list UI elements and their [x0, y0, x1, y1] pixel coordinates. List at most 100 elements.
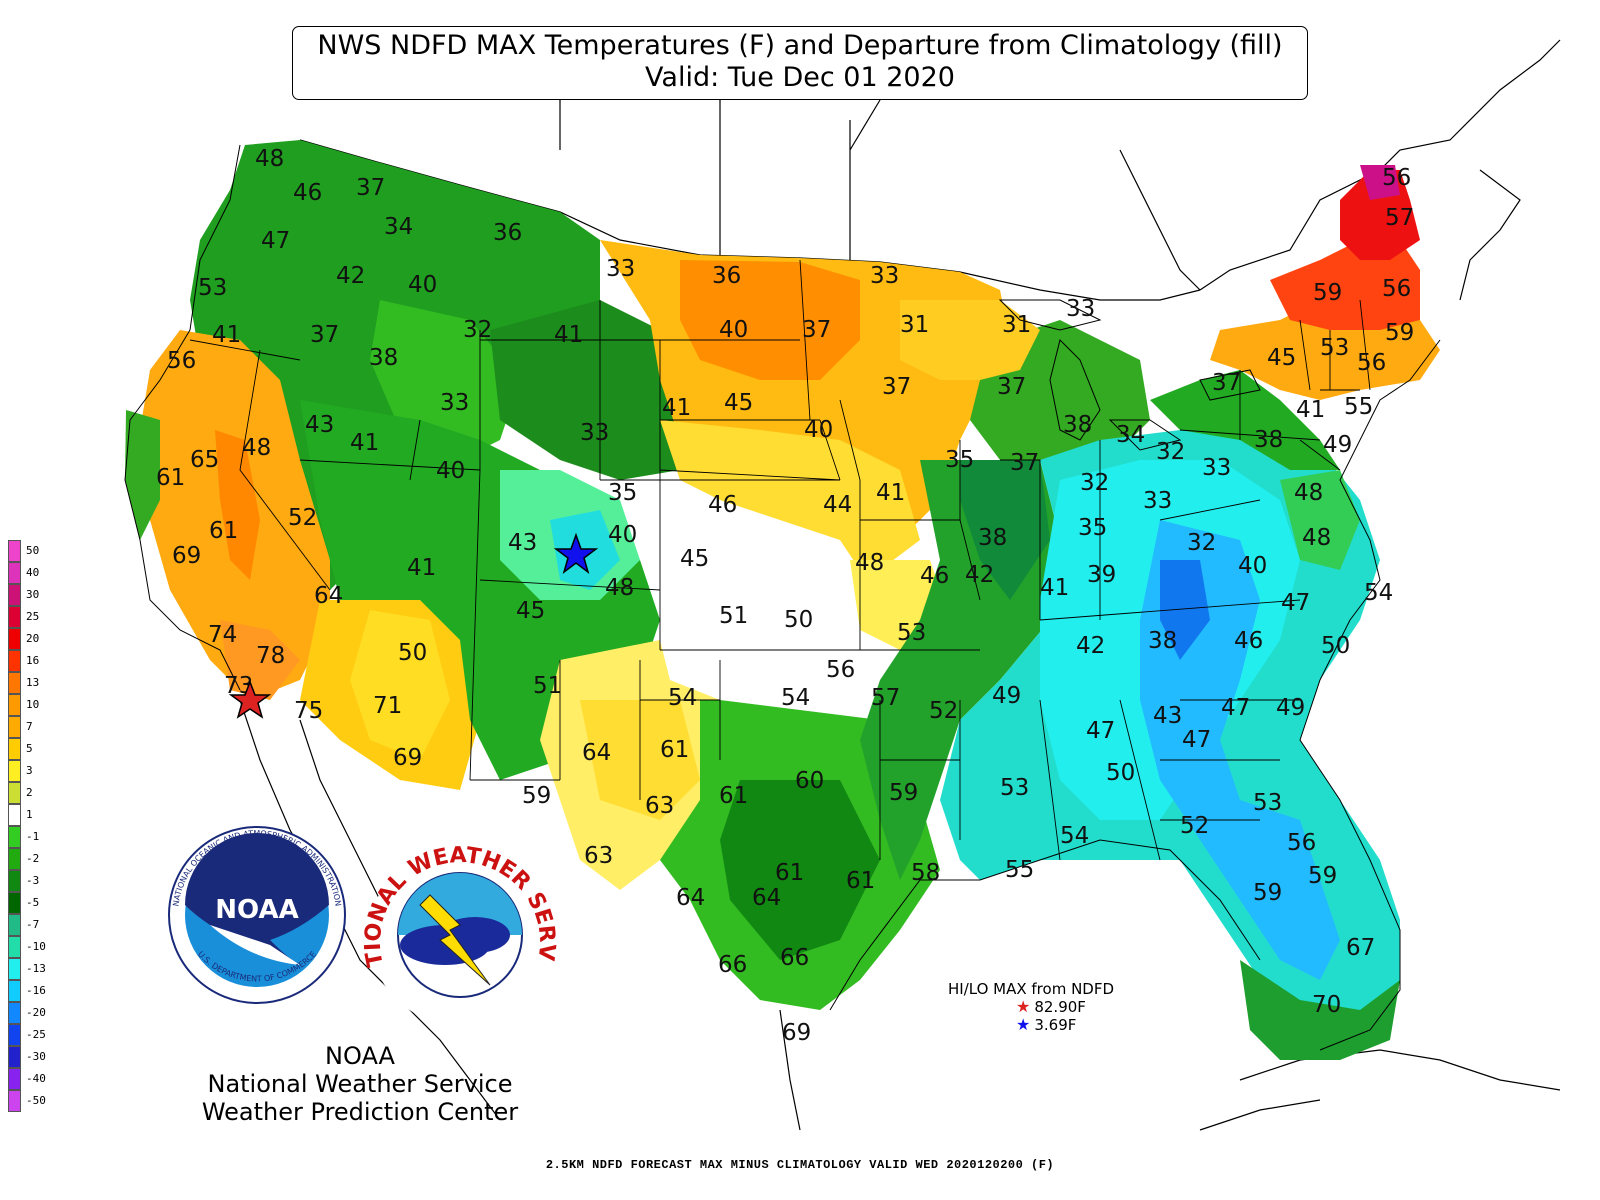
temp-label: 41	[212, 322, 241, 348]
hilo-box: HI/LO MAX from NDFD ★ 82.90F ★ 3.69F	[948, 980, 1208, 1034]
temp-label: 34	[1116, 422, 1145, 448]
temp-label: 58	[911, 860, 940, 886]
legend-label: 3	[26, 764, 33, 777]
color-scale-legend: 50 40 30 25 20 16 13 10 7 5 3 2 1 -1 -2 -3 -5 -7 -10 -13 -16…	[8, 540, 48, 1140]
temp-label: 47	[1182, 727, 1211, 753]
temp-label: 59	[1253, 880, 1282, 906]
temp-label: 41	[1040, 575, 1069, 601]
temp-label: 53	[897, 620, 926, 646]
legend-label: 7	[26, 720, 33, 733]
temp-label: 50	[1321, 633, 1350, 659]
temp-label: 57	[1385, 205, 1414, 231]
legend-label: 20	[26, 632, 40, 645]
temp-label: 46	[1234, 628, 1263, 654]
legend-label: -10	[26, 940, 46, 953]
legend-swatch	[8, 738, 21, 760]
temp-label: 61	[156, 465, 185, 491]
temp-label: 40	[436, 458, 465, 484]
temp-label: 41	[407, 555, 436, 581]
temp-label: 40	[804, 417, 833, 443]
credits-nws: National Weather Service	[207, 1070, 513, 1098]
legend-label: 10	[26, 698, 40, 711]
temp-label: 74	[208, 622, 237, 648]
temp-label: 38	[978, 525, 1007, 551]
temp-label: 45	[1267, 345, 1296, 371]
temp-label: 33	[606, 256, 635, 282]
temp-label: 40	[608, 522, 637, 548]
temp-label: 52	[1180, 813, 1209, 839]
footer-caption: 2.5KM NDFD FORECAST MAX MINUS CLIMATOLOG…	[545, 1158, 1055, 1172]
temp-label: 42	[1076, 633, 1105, 659]
noaa-logo-text: NOAA	[215, 895, 298, 925]
legend-swatch	[8, 650, 21, 672]
legend-swatch	[8, 782, 21, 804]
temp-label: 35	[1078, 515, 1107, 541]
temp-label: 49	[992, 683, 1021, 709]
temp-label: 35	[608, 480, 637, 506]
legend-label: -50	[26, 1094, 46, 1107]
temp-label: 61	[846, 868, 875, 894]
temp-label: 64	[582, 740, 611, 766]
legend-label: -13	[26, 962, 46, 975]
temperature-labels: 48 46 37 47 34 36 53 42 40 33 36 33 56 5…	[156, 146, 1414, 1046]
legend-swatch	[8, 716, 21, 738]
temp-label: 69	[393, 745, 422, 771]
hi-star-icon: ★	[1016, 997, 1031, 1016]
legend-swatch	[8, 1002, 21, 1024]
temp-label: 48	[242, 435, 271, 461]
temp-label: 33	[1143, 488, 1172, 514]
legend-label: 40	[26, 566, 40, 579]
temp-label: 49	[1276, 695, 1305, 721]
temp-label: 64	[314, 583, 343, 609]
temp-label: 54	[668, 685, 697, 711]
temp-label: 41	[876, 480, 905, 506]
temp-label: 38	[369, 345, 398, 371]
temp-label: 71	[373, 693, 402, 719]
temp-label: 33	[1202, 455, 1231, 481]
credits-wpc: Weather Prediction Center	[201, 1098, 519, 1126]
departure-fill	[125, 140, 1440, 1060]
legend-swatch	[8, 1046, 21, 1068]
temp-label: 75	[294, 698, 323, 724]
temp-label: 48	[255, 146, 284, 172]
temp-label: 37	[1010, 450, 1039, 476]
temp-label: 43	[508, 530, 537, 556]
temp-label: 63	[645, 793, 674, 819]
legend-swatch	[8, 540, 21, 562]
legend-swatch	[8, 628, 21, 650]
temp-label: 32	[463, 317, 492, 343]
temp-label: 38	[1148, 628, 1177, 654]
temp-label: 56	[1382, 165, 1411, 191]
temp-label: 31	[900, 312, 929, 338]
temp-label: 59	[889, 780, 918, 806]
temp-label: 33	[870, 263, 899, 289]
noaa-logo: NOAA NATIONAL OCEANIC AND ATMOSPHERIC AD…	[168, 826, 346, 1004]
legend-label: 1	[26, 808, 33, 821]
legend-label: -25	[26, 1028, 46, 1041]
temp-label: 64	[752, 885, 781, 911]
legend-swatch	[8, 584, 21, 606]
temp-label: 40	[1238, 553, 1267, 579]
legend-label: 2	[26, 786, 33, 799]
temp-label: 44	[823, 492, 852, 518]
temp-label: 69	[782, 1020, 811, 1046]
temp-label: 46	[920, 563, 949, 589]
temp-label: 54	[781, 685, 810, 711]
temp-label: 59	[1385, 320, 1414, 346]
temp-label: 52	[288, 505, 317, 531]
temp-label: 38	[1254, 427, 1283, 453]
temp-label: 39	[1087, 562, 1116, 588]
legend-label: -30	[26, 1050, 46, 1063]
temp-label: 64	[676, 885, 705, 911]
temp-label: 50	[398, 640, 427, 666]
credits: NOAA National Weather Service Weather Pr…	[190, 1042, 530, 1126]
legend-swatch	[8, 848, 21, 870]
legend-swatch	[8, 936, 21, 958]
legend-swatch	[8, 870, 21, 892]
temp-label: 43	[305, 412, 334, 438]
temp-label: 51	[719, 603, 748, 629]
temp-label: 37	[310, 322, 339, 348]
hi-max-star-icon	[228, 679, 272, 719]
temp-label: 37	[1212, 370, 1241, 396]
